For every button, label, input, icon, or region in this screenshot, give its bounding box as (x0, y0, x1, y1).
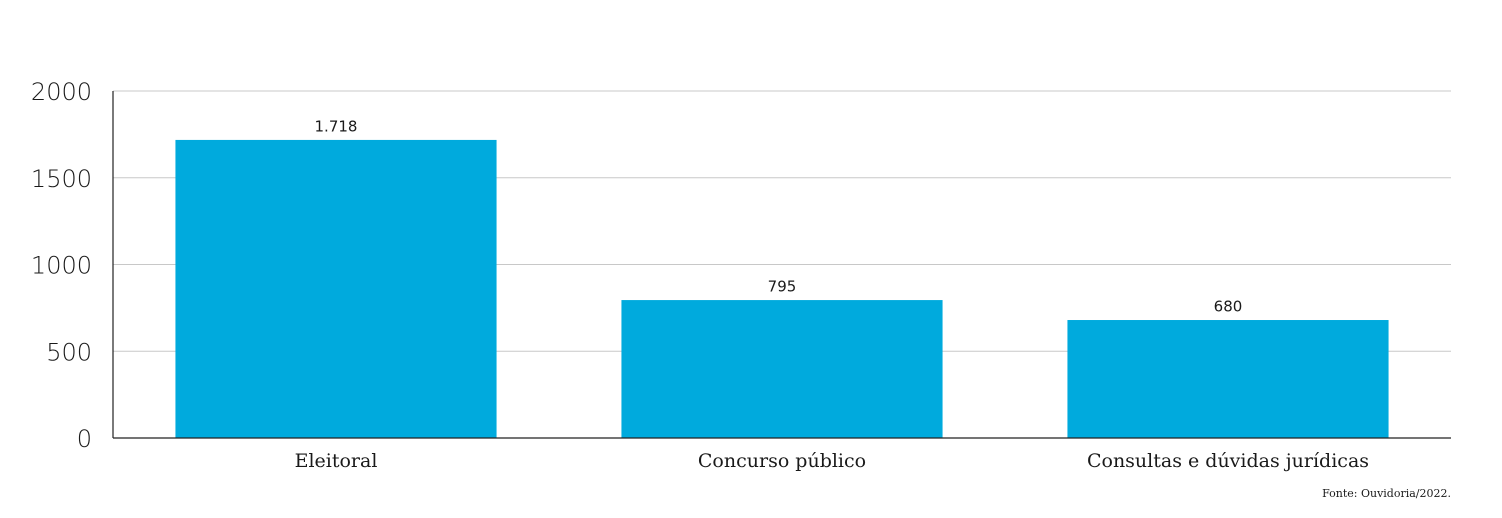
y-tick-label: 0 (77, 425, 92, 453)
y-tick-label: 1000 (31, 252, 92, 280)
x-tick-label: Eleitoral (295, 450, 378, 472)
value-label: 795 (768, 278, 797, 296)
value-label: 680 (1214, 298, 1243, 316)
x-tick-label: Concurso público (698, 450, 866, 472)
value-label: 1.718 (315, 117, 358, 135)
y-tick-label: 1500 (31, 165, 92, 193)
y-tick-label: 500 (46, 338, 92, 366)
y-tick-label: 2000 (31, 78, 92, 106)
x-tick-label: Consultas e dúvidas jurídicas (1087, 450, 1369, 472)
source-note: Fonte: Ouvidoria/2022. (1322, 487, 1451, 500)
bar (621, 300, 943, 438)
bar (1067, 320, 1389, 438)
bar (175, 139, 497, 438)
